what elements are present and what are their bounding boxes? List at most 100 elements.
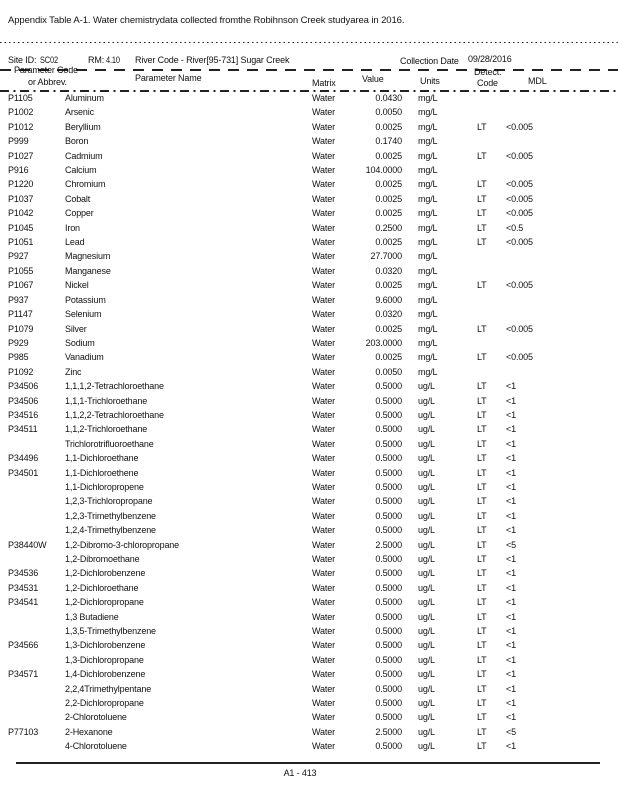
cell-detect: LT: [477, 208, 487, 219]
table-row: 1,3 Butadiene Water 0.5000 ug/L LT <1: [0, 611, 618, 625]
cell-matrix: Water: [312, 554, 335, 564]
cell-units: mg/L: [418, 323, 438, 334]
cell-code: P77103: [8, 726, 39, 737]
cell-name: 1,1,1-Trichloroethane: [65, 395, 148, 406]
table-row: P38440W 1,2-Dibromo-3-chloropropane Water 2…: [0, 539, 618, 553]
cell-code: P1067: [8, 280, 34, 291]
cell-code: P34536: [8, 568, 39, 579]
cell-value: 0.5000: [375, 424, 402, 435]
cell-units: mg/L: [418, 121, 438, 132]
table-row: P34506 1,1,1-Trichloroethane Water 0.5000 ug…: [0, 395, 618, 409]
cell-code: P1105: [8, 93, 33, 103]
cell-code: P927: [8, 251, 29, 262]
cell-mdl: <0.005: [506, 352, 533, 363]
cell-matrix: Water: [312, 525, 335, 536]
cell-code: P34506: [8, 381, 39, 392]
caption-divider-dotted: [0, 42, 618, 43]
cell-matrix: Water: [312, 669, 335, 680]
cell-name: 1,4-Dichlorobenzene: [65, 669, 146, 680]
header-parameter-code-line2: or Abbrev.: [28, 77, 67, 87]
cell-name: 1,1,2-Trichloroethane: [65, 424, 148, 435]
cell-units: mg/L: [418, 265, 438, 276]
cell-name: 1,3,5-Trimethylbenzene: [65, 626, 156, 637]
cell-name: 1,2,3-Trimethylbenzene: [65, 510, 156, 521]
cell-name: 1,2-Dichloroethane: [65, 582, 139, 593]
cell-matrix: Water: [312, 381, 335, 392]
cell-name: 1,2-Dichloropropane: [65, 597, 144, 608]
cell-value: 0.5000: [375, 597, 402, 608]
cell-value: 2.5000: [375, 539, 402, 550]
cell-value: 0.0025: [375, 237, 402, 248]
cell-value: 0.5000: [375, 481, 402, 492]
cell-value: 104.0000: [365, 165, 402, 176]
table-row: P1012 Beryllium Water 0.0025 mg/L LT <0.005: [0, 121, 618, 135]
cell-units: ug/L: [418, 726, 435, 737]
table-row: P34566 1,3-Dichlorobenzene Water 0.5000 ug/L…: [0, 639, 618, 653]
cell-mdl: <0.005: [506, 193, 533, 204]
cell-matrix: Water: [312, 597, 335, 608]
table-row: P1105 Aluminum Water 0.0430 mg/L: [0, 92, 618, 106]
cell-matrix: Water: [312, 208, 335, 219]
cell-name: 2,2-Dichloropropane: [65, 698, 144, 709]
cell-code: P34541: [8, 597, 39, 608]
cell-units: mg/L: [418, 179, 438, 190]
cell-name: Magnesium: [65, 251, 111, 262]
cell-value: 0.0430: [375, 93, 402, 103]
cell-detect: LT: [477, 698, 487, 709]
cell-units: ug/L: [418, 510, 435, 521]
cell-code: P34501: [8, 467, 39, 478]
cell-name: Sodium: [65, 337, 95, 348]
cell-detect: LT: [477, 683, 487, 694]
cell-name: Zinc: [65, 366, 82, 377]
cell-code: P985: [8, 352, 29, 363]
cell-code: P1042: [8, 208, 34, 219]
cell-units: ug/L: [418, 467, 435, 478]
cell-matrix: Water: [312, 280, 335, 291]
cell-units: ug/L: [418, 712, 435, 723]
cell-value: 9.6000: [375, 294, 402, 305]
cell-name: 1,1-Dichloroethane: [65, 453, 139, 464]
cell-name: Nickel: [65, 280, 89, 291]
cell-detect: LT: [477, 323, 487, 334]
table-row: P1147 Selenium Water 0.0320 mg/L: [0, 308, 618, 322]
cell-mdl: <1: [506, 496, 516, 507]
table-row: 1,2-Dibromoethane Water 0.5000 ug/L LT <1: [0, 553, 618, 567]
cell-value: 0.5000: [375, 582, 402, 593]
cell-name: 4-Chlorotoluene: [65, 741, 127, 752]
cell-units: mg/L: [418, 150, 438, 161]
cell-matrix: Water: [312, 165, 335, 176]
cell-code: P1002: [8, 107, 34, 118]
cell-mdl: <1: [506, 381, 516, 392]
cell-value: 0.5000: [375, 626, 402, 637]
cell-name: 2-Chlorotoluene: [65, 712, 127, 723]
table-row: 1,2,3-Trimethylbenzene Water 0.5000 ug/L LT <…: [0, 510, 618, 524]
header-parameter-code-line1: Parameter Code: [14, 65, 78, 75]
collection-date-label: Collection Date: [400, 56, 459, 66]
cell-matrix: Water: [312, 237, 335, 248]
page-number: A1 - 413: [283, 768, 317, 778]
cell-units: ug/L: [418, 453, 435, 464]
cell-matrix: Water: [312, 481, 335, 492]
cell-value: 0.5000: [375, 438, 402, 449]
cell-matrix: Water: [312, 93, 335, 103]
table-row: P1045 Iron Water 0.2500 mg/L LT <0.5: [0, 222, 618, 236]
cell-value: 0.0025: [375, 193, 402, 204]
cell-matrix: Water: [312, 539, 335, 550]
cell-name: 1,1,1,2-Tetrachloroethane: [65, 381, 164, 392]
cell-matrix: Water: [312, 496, 335, 507]
header-detect-line1: Detect.: [474, 67, 502, 77]
cell-mdl: <1: [506, 481, 516, 492]
table-row: P999 Boron Water 0.1740 mg/L: [0, 135, 618, 149]
cell-mdl: <5: [506, 726, 516, 737]
cell-code: P937: [8, 294, 29, 305]
cell-mdl: <1: [506, 554, 516, 564]
cell-matrix: Water: [312, 698, 335, 709]
cell-matrix: Water: [312, 568, 335, 579]
cell-matrix: Water: [312, 611, 335, 622]
cell-mdl: <0.5: [506, 222, 524, 233]
cell-detect: LT: [477, 222, 487, 233]
cell-detect: LT: [477, 582, 487, 593]
cell-detect: LT: [477, 352, 487, 363]
cell-matrix: Water: [312, 366, 335, 377]
cell-code: P929: [8, 337, 29, 348]
